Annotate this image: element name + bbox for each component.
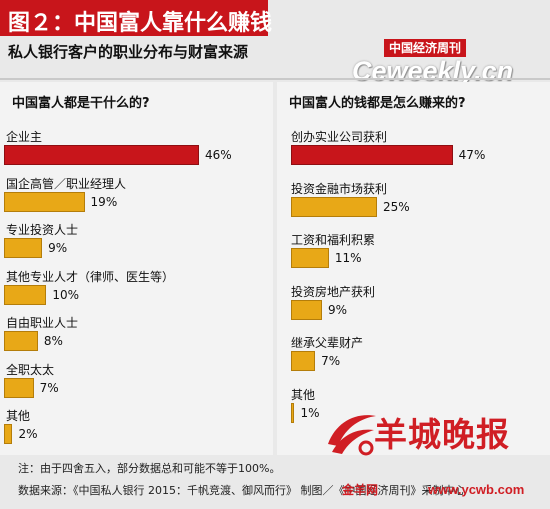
occupation-panel-title: 中国富人都是干什么的? xyxy=(12,96,150,111)
value-label: 9% xyxy=(327,302,347,317)
wealth-source-bars: 创办实业公司获利 47% 投资金融市场获利 25% 工资和福利积累 11% 投资房地产获利 9… xyxy=(277,82,550,455)
category-label: 自由职业人士 xyxy=(6,316,79,330)
newspaper-url: www.ycwb.com xyxy=(428,482,525,497)
bar xyxy=(4,284,47,305)
bar xyxy=(291,351,316,371)
site-watermark: Ceweekly.cn xyxy=(352,56,514,86)
bar xyxy=(291,248,329,268)
bar xyxy=(291,196,377,217)
wealth-source-panel-title: 中国富人的钱都是怎么赚来的? xyxy=(289,96,466,111)
chart-title: 图２：中国富人靠什么赚钱 xyxy=(8,11,273,36)
bar xyxy=(4,424,13,444)
category-label: 其他 xyxy=(291,387,316,402)
category-label: 投资金融市场获利 xyxy=(291,181,388,196)
bar xyxy=(291,402,295,423)
bar xyxy=(4,238,43,258)
newspaper-site-name: 金羊网 xyxy=(342,483,379,497)
value-label: 19% xyxy=(90,194,118,209)
value-label: 1% xyxy=(300,405,320,420)
category-label: 其他 xyxy=(6,409,31,423)
wealth-source-panel: 中国富人的钱都是怎么赚来的? 创办实业公司获利 47% 投资金融市场获利 25% 工资和… xyxy=(277,82,550,455)
category-label: 投资房地产获利 xyxy=(291,284,376,299)
value-label: 7% xyxy=(321,354,341,368)
value-label: 7% xyxy=(39,380,59,395)
value-label: 47% xyxy=(458,148,486,162)
bar xyxy=(4,145,200,165)
value-label: 8% xyxy=(43,334,63,348)
bar xyxy=(4,377,34,398)
value-label: 9% xyxy=(48,241,68,255)
header: 图２：中国富人靠什么赚钱 私人银行客户的职业分布与财富来源 xyxy=(0,0,550,61)
newspaper-logo: 羊城晚报 xyxy=(322,404,548,468)
bar xyxy=(291,145,453,165)
title-bar: 图２：中国富人靠什么赚钱 xyxy=(0,0,272,36)
category-label: 工资和福利积累 xyxy=(291,233,376,247)
newspaper-name: 羊城晚报 xyxy=(374,415,510,454)
value-label: 46% xyxy=(205,148,232,162)
magazine-logo: 中国经济周刊 xyxy=(384,39,467,57)
occupation-bars: 企业主 46% 国企高管／职业经理人 19% 专业投资人士 9% 其他专业人才（律师、医生等… xyxy=(0,82,273,455)
rounding-note: 注：由于四舍五入，部分数据总和可能不等于100%。 xyxy=(18,462,281,475)
chart-subtitle: 私人银行客户的职业分布与财富来源 xyxy=(8,43,249,61)
category-label: 其他专业人才（律师、医生等） xyxy=(6,269,175,284)
category-label: 全职太太 xyxy=(6,362,55,377)
occupation-panel: 中国富人都是干什么的? 企业主 46% 国企高管／职业经理人 19% 专业投资人士 9% 其… xyxy=(0,82,273,455)
category-label: 继承父辈财产 xyxy=(291,336,364,350)
category-label: 企业主 xyxy=(6,130,43,144)
bar xyxy=(4,331,38,351)
value-label: 11% xyxy=(334,251,362,265)
category-label: 专业投资人士 xyxy=(6,223,79,237)
value-label: 2% xyxy=(18,427,38,441)
value-label: 10% xyxy=(52,287,80,302)
newspaper-emblem-icon xyxy=(328,415,376,456)
bar xyxy=(4,191,85,212)
category-label: 国企高管／职业经理人 xyxy=(6,176,127,191)
value-label: 25% xyxy=(383,199,410,214)
category-label: 创办实业公司获利 xyxy=(291,130,388,144)
header-divider xyxy=(0,78,550,80)
data-source: 数据来源：《中国私人银行 2015：千帆竞渡、御风而行》 制图／《中国经济周刊》… xyxy=(18,484,466,497)
footnote-strip xyxy=(0,476,550,509)
bar xyxy=(291,299,322,320)
